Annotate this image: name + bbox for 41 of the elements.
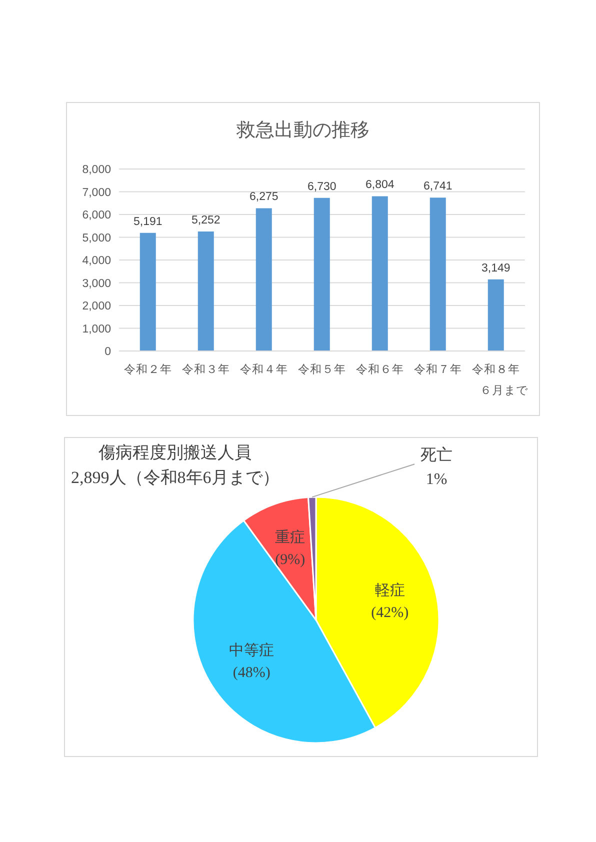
bar (430, 198, 446, 351)
data-label: 6,275 (249, 191, 278, 204)
bar (314, 198, 330, 351)
text: 2,899人（令和8年6月まで） (71, 467, 280, 489)
data-label: 6,730 (307, 180, 336, 193)
y-tick-label: 4,000 (82, 255, 111, 268)
slice-label: 中等症 (229, 642, 274, 659)
y-tick-label: 2,000 (82, 300, 111, 313)
y-tick-label: 1,000 (82, 323, 111, 336)
bar (198, 232, 214, 351)
chart-title: 傷病程度別搬送人員 (98, 442, 253, 464)
y-tick-label: 0 (104, 346, 111, 358)
data-label: 3,149 (481, 262, 510, 274)
data-label: 1% (426, 471, 448, 488)
x-tick-label: 令和６年 (356, 363, 404, 376)
x-tick-label: 令和５年 (298, 363, 346, 376)
x-tick-label: 令和８年６月まで (472, 363, 529, 397)
data-label: 6,804 (365, 179, 395, 192)
x-tick-label: 令和４年 (240, 363, 288, 376)
bar (256, 208, 272, 351)
data-label: (9%) (275, 552, 306, 568)
data-label: 5,191 (133, 216, 162, 228)
data-label: (42%) (371, 605, 409, 622)
slice-label: 軽症 (374, 582, 405, 600)
slice-label: 死亡 (420, 446, 453, 464)
slice-label: 重症 (275, 529, 306, 546)
data-label: (48%) (232, 664, 270, 681)
y-tick-label: 5,000 (82, 232, 111, 244)
y-tick-label: 8,000 (82, 164, 111, 176)
data-label: 5,252 (191, 214, 220, 227)
bar (140, 232, 156, 351)
chart-title: 救急出動の推移 (236, 119, 370, 143)
y-tick-label: 6,000 (82, 210, 111, 222)
x-tick-label: 令和２年 (124, 363, 172, 376)
x-tick-label: 令和７年 (414, 363, 462, 376)
x-tick-label: 令和３年 (182, 363, 230, 376)
y-tick-label: 7,000 (82, 186, 111, 199)
data-label: 6,741 (423, 180, 452, 193)
y-tick-label: 3,000 (82, 278, 111, 290)
bar (488, 279, 504, 351)
bar (372, 196, 388, 351)
